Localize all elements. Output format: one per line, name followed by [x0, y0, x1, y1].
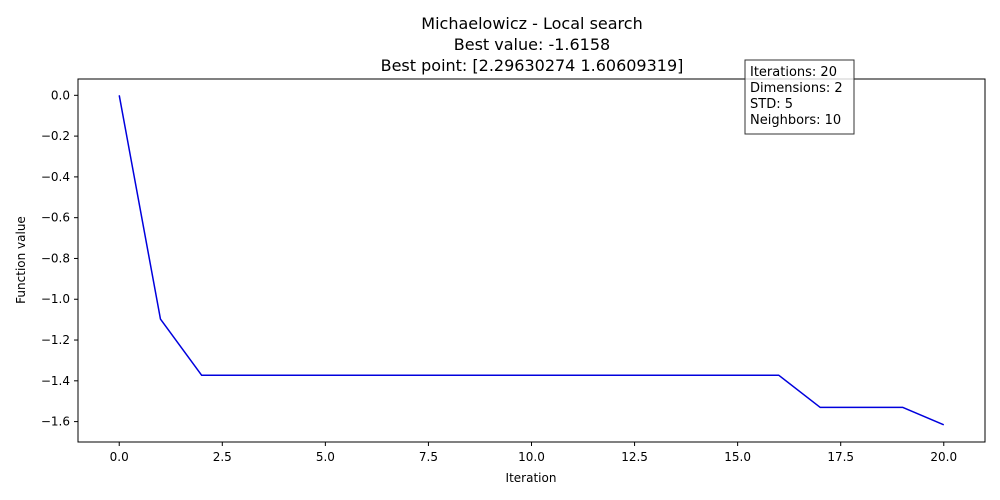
y-tick-label: −1.2 — [41, 333, 70, 347]
y-axis-label: Function value — [14, 216, 28, 304]
x-tick-label: 10.0 — [518, 450, 545, 464]
x-tick-label: 12.5 — [621, 450, 648, 464]
plot-frame — [77, 78, 986, 443]
x-tick-label: 17.5 — [827, 450, 854, 464]
chart-title: Michaelowicz - Local search Best value: … — [381, 14, 684, 75]
chart-title-line-1: Michaelowicz - Local search — [421, 14, 642, 33]
info-dimensions: Dimensions: 2 — [750, 81, 843, 96]
series-line — [118, 95, 945, 426]
x-axis-label: Iteration — [506, 471, 557, 485]
y-tick-label: −0.6 — [41, 211, 70, 225]
y-tick-label: −0.8 — [41, 251, 70, 265]
y-tick-label: 0.0 — [51, 88, 70, 102]
chart-title-line-2: Best value: -1.6158 — [454, 35, 610, 54]
y-tick-label: −0.4 — [41, 170, 70, 184]
x-tick-label: 5.0 — [316, 450, 335, 464]
x-tick-label: 15.0 — [724, 450, 751, 464]
info-neighbors: Neighbors: 10 — [750, 113, 841, 128]
y-axis-ticks: 0.0 −0.2 −0.4 −0.6 −0.8 −1.0 −1.2 −1.4 −1.6 — [41, 88, 78, 429]
y-tick-label: −1.4 — [41, 374, 70, 388]
x-tick-label: 20.0 — [930, 450, 957, 464]
x-axis-ticks: 0.0 2.5 5.0 7.5 10.0 12.5 15.0 17.5 20.0 — [110, 442, 957, 464]
info-box-frame — [744, 59, 855, 135]
info-std: STD: 5 — [750, 97, 793, 112]
chart-title-line-3: Best point: [2.29630274 1.60609319] — [381, 56, 684, 75]
info-iterations: Iterations: 20 — [750, 65, 837, 80]
x-tick-label: 7.5 — [419, 450, 438, 464]
x-tick-label: 0.0 — [110, 450, 129, 464]
info-box: Iterations: 20 Dimensions: 2 STD: 5 Neig… — [744, 59, 855, 135]
y-tick-label: −1.0 — [41, 292, 70, 306]
x-tick-label: 2.5 — [213, 450, 232, 464]
series-layer — [118, 95, 945, 426]
y-tick-label: −1.6 — [41, 415, 70, 429]
y-tick-label: −0.2 — [41, 129, 70, 143]
